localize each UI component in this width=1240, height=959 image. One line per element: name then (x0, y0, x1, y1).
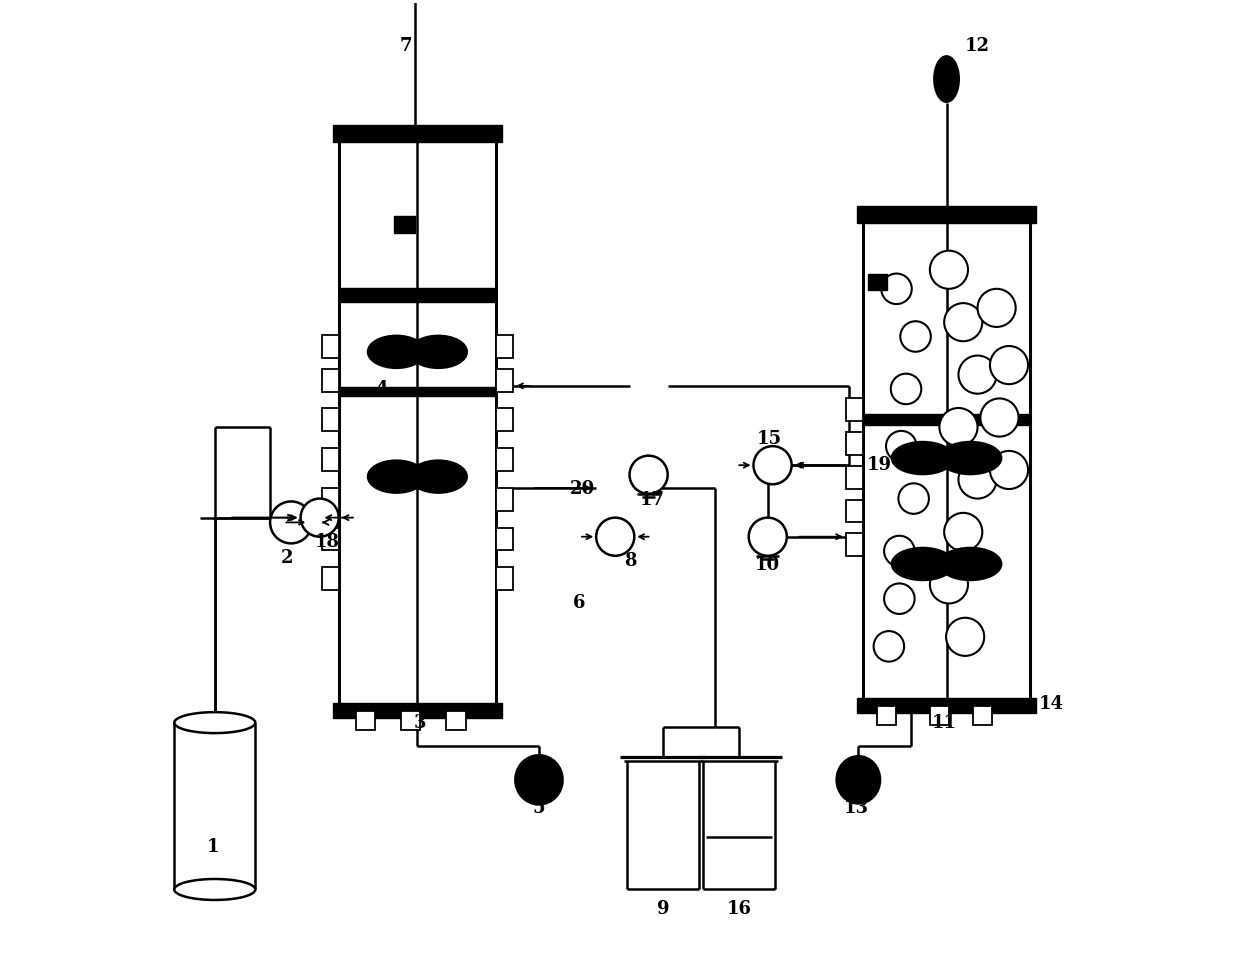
Circle shape (977, 289, 1016, 327)
Circle shape (940, 408, 977, 446)
Text: 4: 4 (376, 380, 388, 398)
Bar (846, 533, 863, 556)
Circle shape (899, 483, 929, 514)
Circle shape (959, 460, 997, 499)
Circle shape (884, 583, 915, 614)
Bar (321, 448, 339, 471)
Ellipse shape (934, 57, 959, 102)
Bar (496, 448, 513, 471)
Ellipse shape (368, 336, 425, 368)
Circle shape (890, 374, 921, 404)
Ellipse shape (892, 442, 954, 475)
Text: 5: 5 (533, 800, 546, 817)
Text: 20: 20 (570, 480, 595, 498)
Ellipse shape (515, 755, 563, 805)
Bar (321, 335, 339, 358)
Ellipse shape (940, 548, 1002, 580)
Circle shape (981, 398, 1018, 436)
Text: 6: 6 (573, 595, 585, 613)
Text: 14: 14 (1038, 694, 1064, 713)
Bar (846, 398, 863, 421)
Bar (846, 433, 863, 455)
Ellipse shape (892, 548, 954, 580)
Text: 19: 19 (867, 456, 892, 474)
Bar (321, 527, 339, 550)
Circle shape (887, 431, 916, 461)
Text: 8: 8 (624, 551, 636, 570)
Ellipse shape (409, 460, 467, 493)
Bar (446, 712, 465, 730)
Text: 17: 17 (640, 491, 665, 509)
Text: 3: 3 (413, 713, 427, 732)
Circle shape (754, 446, 791, 484)
Ellipse shape (175, 879, 255, 900)
Circle shape (944, 303, 982, 341)
Bar (496, 335, 513, 358)
Bar (496, 488, 513, 511)
Bar (863, 413, 1030, 425)
Text: 10: 10 (755, 556, 780, 574)
Bar (930, 707, 949, 726)
Circle shape (946, 618, 985, 656)
Ellipse shape (368, 460, 425, 493)
Bar (393, 216, 414, 233)
Circle shape (884, 536, 915, 566)
Bar (356, 712, 374, 730)
Text: 13: 13 (844, 800, 869, 817)
Bar (846, 466, 863, 489)
Bar (496, 527, 513, 550)
Bar (321, 369, 339, 391)
Bar (321, 409, 339, 432)
Bar (878, 707, 897, 726)
Bar (857, 206, 1035, 223)
Bar (339, 386, 496, 396)
Bar (496, 369, 513, 391)
Circle shape (990, 451, 1028, 489)
Circle shape (990, 346, 1028, 385)
Circle shape (930, 250, 968, 289)
Ellipse shape (940, 442, 1002, 475)
Circle shape (874, 631, 904, 662)
Bar (334, 703, 502, 718)
Text: 1: 1 (207, 837, 219, 855)
Bar (321, 488, 339, 511)
Bar (857, 698, 1035, 713)
Circle shape (596, 518, 635, 556)
Bar (868, 274, 887, 290)
Bar (496, 409, 513, 432)
Circle shape (882, 273, 911, 304)
Bar (401, 712, 420, 730)
Circle shape (300, 499, 339, 537)
Text: 12: 12 (965, 36, 990, 55)
Bar (321, 568, 339, 590)
Circle shape (900, 321, 931, 352)
Circle shape (749, 518, 787, 556)
Text: 11: 11 (931, 713, 957, 732)
Circle shape (270, 502, 312, 544)
Bar (846, 500, 863, 523)
Text: 18: 18 (315, 533, 340, 551)
Circle shape (944, 513, 982, 551)
Text: 2: 2 (281, 549, 294, 567)
Bar (496, 568, 513, 590)
Text: 9: 9 (657, 900, 670, 918)
Text: 7: 7 (399, 36, 412, 55)
Bar (334, 125, 502, 142)
Circle shape (630, 456, 667, 494)
Text: 16: 16 (727, 900, 751, 918)
Ellipse shape (837, 756, 880, 804)
Ellipse shape (409, 336, 467, 368)
Text: 15: 15 (758, 430, 782, 448)
Ellipse shape (175, 713, 255, 733)
Circle shape (930, 565, 968, 603)
Bar (972, 707, 992, 726)
Circle shape (959, 356, 997, 394)
Bar (339, 289, 496, 302)
